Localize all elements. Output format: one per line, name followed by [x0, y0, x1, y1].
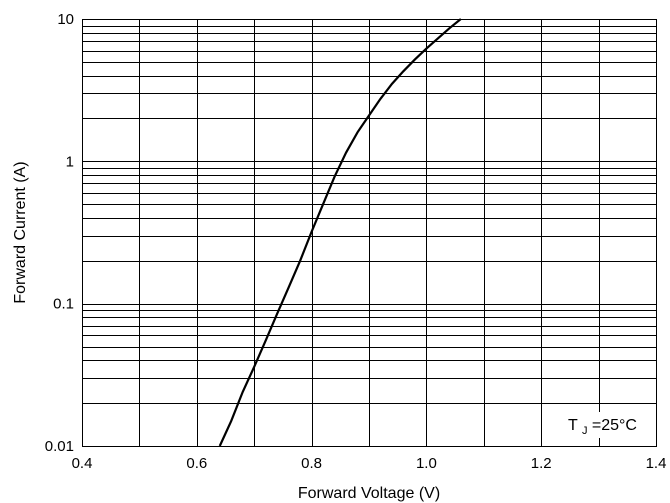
- x-tick-label: 0.4: [72, 455, 93, 472]
- y-tick-label: 0.01: [45, 438, 74, 455]
- x-tick-label: 0.8: [301, 455, 322, 472]
- annotation-prefix: T: [568, 417, 578, 434]
- plot-frame: [81, 18, 658, 448]
- y-tick-label: 10: [57, 11, 74, 28]
- x-tick-label: 1.2: [531, 455, 552, 472]
- annotation-subscript: J: [582, 425, 588, 437]
- y-tick-labels: 0.01 0.1 1 10: [45, 11, 74, 455]
- junction-temperature-annotation: T J =25°C: [568, 417, 637, 438]
- x-axis-title: Forward Voltage (V): [298, 485, 440, 502]
- annotation-background: [562, 412, 650, 438]
- grid-lines: [82, 19, 657, 447]
- y-tick-label: 0.1: [53, 296, 74, 313]
- annotation-suffix: =25°C: [592, 417, 637, 434]
- y-axis-title: Forward Current (A): [12, 161, 29, 303]
- x-tick-label: 0.6: [186, 455, 207, 472]
- y-tick-label: 1: [66, 153, 74, 170]
- x-tick-label: 1.4: [646, 455, 667, 472]
- x-tick-label: 1.0: [416, 455, 437, 472]
- forward-current-curve: [218, 18, 462, 447]
- x-tick-labels: 0.4 0.6 0.8 1.0 1.2 1.4: [72, 455, 667, 472]
